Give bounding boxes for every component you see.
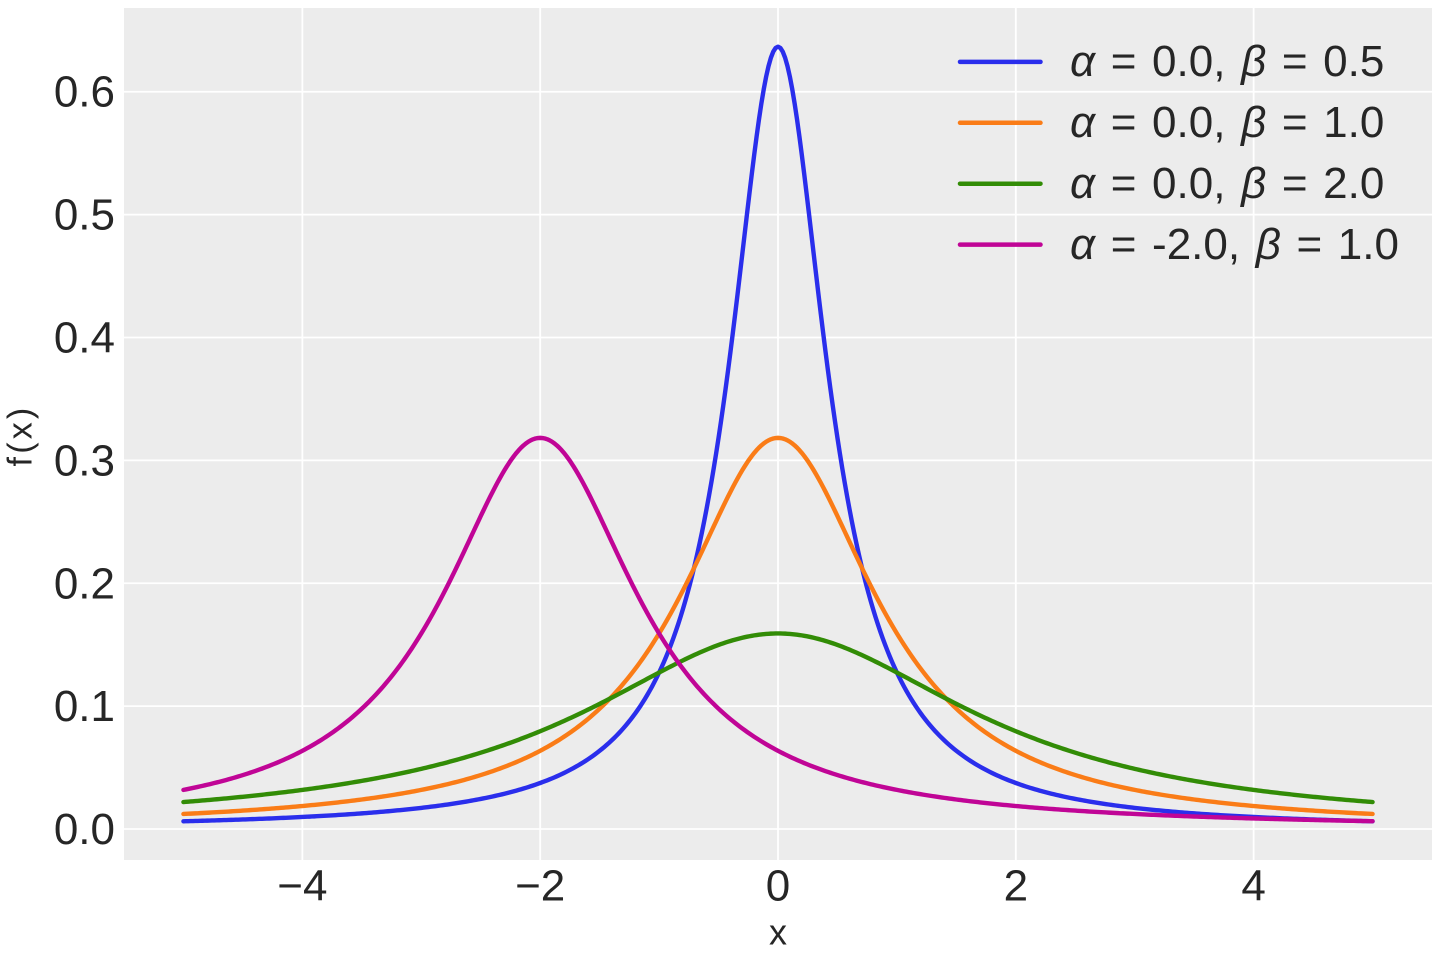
- svg-text:−2: −2: [515, 861, 565, 910]
- svg-text:0.4: 0.4: [54, 313, 115, 362]
- svg-text:0.3: 0.3: [54, 436, 115, 485]
- svg-text:x: x: [769, 912, 787, 953]
- svg-text:α = 0.0, β = 1.0: α = 0.0, β = 1.0: [1070, 98, 1384, 147]
- svg-text:0.5: 0.5: [54, 191, 115, 240]
- svg-text:4: 4: [1241, 861, 1265, 910]
- svg-text:0: 0: [766, 861, 790, 910]
- svg-text:0.6: 0.6: [54, 68, 115, 117]
- svg-text:−4: −4: [277, 861, 327, 910]
- svg-text:α = 0.0, β = 0.5: α = 0.0, β = 0.5: [1070, 37, 1384, 86]
- svg-text:α = -2.0, β = 1.0: α = -2.0, β = 1.0: [1070, 220, 1399, 269]
- svg-text:α = 0.0, β = 2.0: α = 0.0, β = 2.0: [1070, 159, 1384, 208]
- svg-text:0.0: 0.0: [54, 805, 115, 854]
- svg-text:0.2: 0.2: [54, 559, 115, 608]
- svg-text:f(x): f(x): [1, 405, 39, 467]
- svg-text:2: 2: [1004, 861, 1028, 910]
- svg-text:0.1: 0.1: [54, 682, 115, 731]
